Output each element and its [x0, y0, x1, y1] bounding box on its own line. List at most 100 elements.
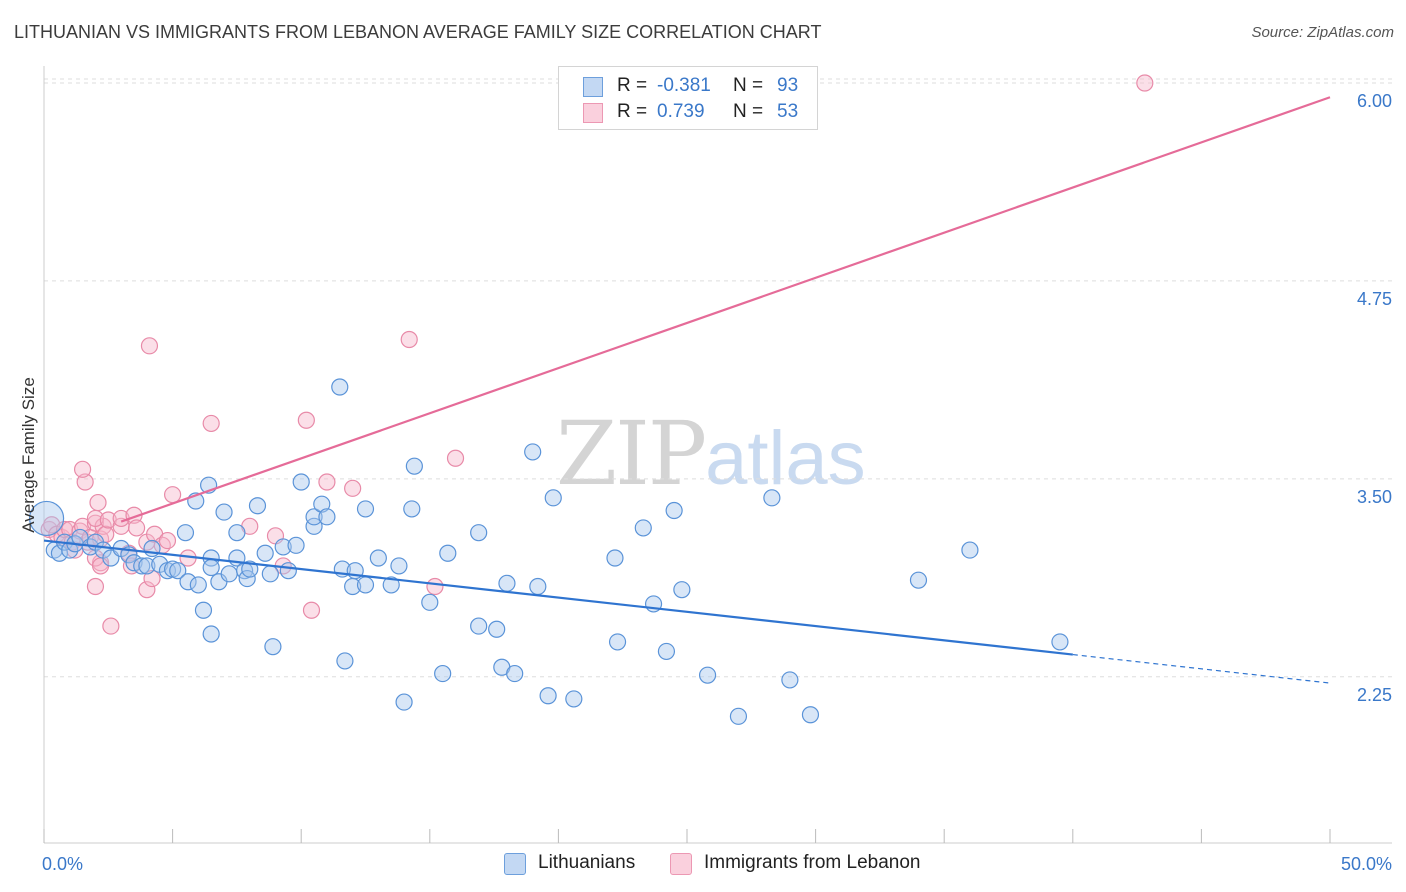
lebanon-point	[164, 486, 182, 504]
axes	[43, 66, 1392, 844]
lebanon-point	[400, 330, 418, 349]
lithuanian-point	[608, 633, 627, 651]
lebanon-point	[76, 473, 94, 491]
lebanon-point	[89, 493, 107, 512]
lebanon-point	[138, 581, 156, 599]
y-tick-label: 2.25	[1357, 685, 1392, 705]
lebanon-point	[297, 411, 315, 429]
lithuanian-point	[506, 664, 524, 683]
lithuanian-point	[421, 593, 439, 611]
lithuanian-point	[28, 500, 65, 537]
lebanon-point	[86, 577, 105, 596]
lithuanian-point	[665, 501, 683, 520]
lithuanian-points	[28, 378, 1069, 725]
lithuanian-trend-extension	[1072, 653, 1331, 684]
lithuanian-point	[202, 558, 220, 577]
lithuanian-point	[544, 489, 562, 507]
lithuanian-point	[390, 557, 408, 575]
lebanon-point	[102, 617, 120, 635]
lithuanian-point	[202, 625, 220, 643]
lithuanian-point	[356, 576, 375, 594]
x-tick-label: 50.0%	[1341, 854, 1392, 874]
lebanon-point	[1136, 74, 1154, 92]
lithuanian-point	[909, 571, 928, 589]
lebanon-point	[302, 601, 321, 619]
lithuanian-point	[439, 544, 457, 562]
lithuanian-point	[488, 620, 506, 638]
legend-n-label: N =	[733, 101, 764, 122]
lebanon-trend-line	[120, 96, 1331, 523]
lithuanian-point	[539, 687, 557, 705]
lithuanian-point	[498, 574, 516, 592]
lithuanian-point	[138, 557, 156, 575]
lithuanian-point	[287, 536, 305, 554]
lithuanian-point	[657, 642, 676, 661]
lebanon-point	[143, 569, 161, 588]
lithuanian-point	[336, 652, 354, 670]
lithuanian-point	[729, 707, 748, 725]
lithuanian-point	[524, 443, 542, 461]
lithuanian-point	[169, 562, 187, 580]
lithuanian-point	[279, 562, 297, 580]
legend-n-value: 53	[777, 101, 799, 122]
lithuanian-point	[673, 581, 691, 599]
lithuanian-point	[405, 457, 423, 475]
tick-labels: 2.25 3.50 4.75 6.00 0.0% 50.0%	[42, 91, 1392, 874]
lithuanian-point	[529, 577, 547, 596]
lithuanian-point	[382, 576, 400, 594]
x-tick-label: 0.0%	[42, 854, 83, 874]
legend-r-label: R =	[617, 101, 648, 122]
correlation-legend: R = -0.381 N = 93 R = 0.739 N = 53	[558, 66, 818, 130]
lithuanian-point	[241, 560, 259, 578]
watermark: ZIPatlas	[556, 402, 866, 505]
trend-lines	[43, 96, 1331, 684]
lithuanian-point	[274, 538, 292, 556]
legend-swatch-blue	[583, 77, 603, 97]
lithuanian-point	[318, 508, 336, 526]
lebanon-point	[344, 479, 362, 497]
lithuanian-point	[801, 706, 820, 724]
lebanon-point	[446, 449, 465, 467]
lithuanian-point	[305, 508, 323, 526]
lithuanian-point	[50, 544, 69, 562]
lithuanian-point	[176, 524, 195, 542]
lithuanian-point	[395, 693, 413, 711]
lithuanian-point	[305, 517, 323, 535]
lithuanian-point	[470, 617, 488, 635]
lithuanian-point	[313, 495, 331, 513]
lithuanian-point	[256, 544, 274, 562]
legend-swatch-blue	[504, 853, 526, 875]
legend-swatch-pink	[583, 103, 603, 123]
legend-swatch-pink	[670, 853, 692, 875]
legend-r-value: -0.381	[657, 75, 711, 96]
lithuanian-point	[470, 524, 488, 542]
y-tick-label: 6.00	[1357, 91, 1392, 111]
lebanon-point	[73, 460, 92, 478]
lithuanian-point	[264, 638, 282, 656]
lithuanian-point	[369, 549, 387, 567]
lithuanian-point	[356, 500, 375, 518]
lithuanian-trend-line	[43, 539, 1073, 656]
y-tick-label: 3.50	[1357, 487, 1392, 507]
lithuanian-point	[1051, 633, 1069, 651]
lithuanian-point	[220, 565, 238, 583]
lithuanian-point	[331, 378, 349, 396]
lithuanian-point	[228, 524, 246, 542]
watermark-zip: ZIP	[556, 402, 707, 505]
lithuanian-point	[403, 500, 421, 518]
lithuanian-point	[565, 690, 583, 708]
lithuanian-point	[434, 664, 452, 683]
lebanon-point	[127, 519, 146, 537]
lebanon-point	[202, 414, 220, 433]
lithuanian-point	[961, 541, 979, 559]
lebanon-point	[43, 516, 61, 534]
lebanon-point	[86, 509, 105, 528]
lebanon-point	[318, 473, 336, 491]
legend-r-label: R =	[617, 75, 648, 96]
y-tick-label: 4.75	[1357, 289, 1392, 309]
lithuanian-point	[292, 473, 310, 491]
lithuanian-point	[261, 565, 279, 583]
legend-n-value: 93	[777, 75, 799, 96]
legend-r-value: 0.739	[657, 101, 705, 122]
